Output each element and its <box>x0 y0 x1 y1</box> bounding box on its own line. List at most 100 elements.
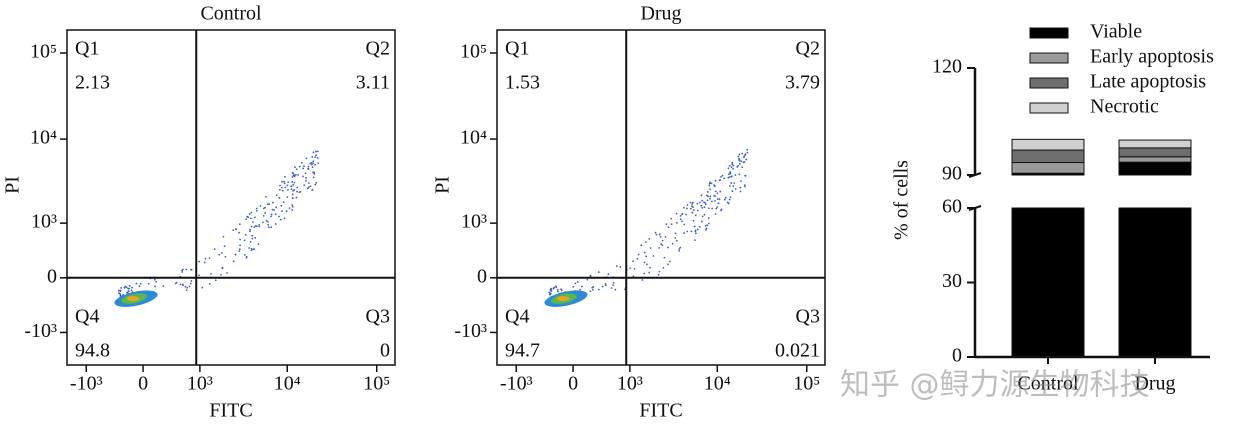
event-dot <box>742 156 745 159</box>
y-tick-label: -10³ <box>24 320 57 342</box>
event-dot <box>239 244 241 247</box>
event-dot <box>117 289 120 292</box>
event-dot <box>709 197 711 200</box>
event-dot <box>264 212 267 214</box>
event-dot <box>130 289 133 292</box>
event-dot <box>739 190 742 193</box>
event-dot <box>693 225 696 228</box>
event-dot <box>729 185 731 187</box>
event-dot <box>714 179 717 182</box>
event-dot <box>291 205 294 208</box>
event-dot <box>119 289 122 292</box>
y-tick-label: 0 <box>952 345 962 367</box>
event-dot <box>675 212 678 215</box>
event-dot <box>257 243 260 246</box>
event-dot <box>700 194 703 197</box>
event-dot <box>188 285 191 288</box>
event-dot <box>293 174 296 177</box>
event-dot <box>306 187 309 190</box>
y-tick-label: 10⁴ <box>30 127 57 149</box>
event-dot <box>657 273 660 276</box>
event-dot <box>271 208 274 211</box>
event-dot <box>645 255 648 258</box>
event-dot <box>724 196 727 199</box>
event-dot <box>667 226 670 229</box>
event-dot <box>711 207 714 210</box>
event-dot <box>265 195 268 198</box>
event-dot <box>203 261 206 264</box>
event-dot <box>297 173 300 176</box>
event-dot <box>307 186 310 189</box>
event-dot <box>676 239 678 242</box>
event-dot <box>619 266 622 268</box>
x-tick-label: 10³ <box>187 373 213 395</box>
event-dot <box>204 257 207 260</box>
event-dot <box>686 230 689 233</box>
event-dot <box>300 161 303 164</box>
event-dot <box>311 188 314 191</box>
event-dot <box>659 235 662 238</box>
event-dot <box>249 217 252 220</box>
event-dot <box>665 223 668 226</box>
event-dot <box>703 201 705 204</box>
event-dot <box>740 180 742 182</box>
event-dot <box>649 266 651 269</box>
event-dot <box>317 150 319 153</box>
event-dot <box>285 210 288 213</box>
event-dot <box>654 231 657 234</box>
event-dot <box>213 248 216 251</box>
event-dot <box>556 288 559 291</box>
event-dot <box>743 155 746 157</box>
event-dot <box>238 248 241 251</box>
quadrant-value: 0.021 <box>775 340 820 362</box>
event-dot <box>661 244 664 247</box>
event-dot <box>548 291 551 294</box>
event-dot <box>259 205 262 207</box>
event-dot <box>147 282 150 285</box>
event-dot <box>118 292 120 294</box>
event-dot <box>640 244 643 247</box>
event-dot <box>727 167 730 170</box>
legend-label: Viable <box>1090 21 1142 43</box>
event-dot <box>649 247 652 249</box>
event-dot <box>185 289 188 292</box>
event-dot <box>245 218 248 221</box>
event-dot <box>296 190 298 193</box>
x-tick-label: Drug <box>1134 373 1175 395</box>
event-dot <box>681 213 684 216</box>
event-dot <box>120 287 122 289</box>
event-dot <box>254 236 257 239</box>
event-dot <box>126 291 128 294</box>
event-dot <box>246 215 249 218</box>
event-dot <box>738 158 740 161</box>
event-dot <box>746 151 749 154</box>
bar-segment <box>1118 139 1192 149</box>
bar-segment <box>1118 207 1192 358</box>
bar-segment <box>1118 147 1192 158</box>
event-dot <box>255 209 258 212</box>
event-dot <box>701 215 704 218</box>
event-dot <box>281 180 283 183</box>
event-dot <box>181 269 183 272</box>
event-dot <box>703 206 706 209</box>
event-dot <box>738 153 741 156</box>
watermark: 知乎 @鲟力源生物科技 <box>840 368 1150 403</box>
event-dot <box>746 148 749 151</box>
event-density <box>557 296 570 302</box>
y-axis-label: PI <box>2 176 24 194</box>
event-dot <box>661 239 664 242</box>
event-dot <box>652 255 655 257</box>
event-dot <box>307 165 310 168</box>
event-dot <box>743 184 746 187</box>
event-dot <box>581 285 583 288</box>
legend-swatch <box>1029 102 1069 114</box>
event-density <box>127 296 140 302</box>
event-dot <box>243 253 246 256</box>
event-dot <box>273 209 275 211</box>
event-dot <box>641 279 644 281</box>
event-dot <box>232 260 235 263</box>
event-dot <box>550 290 553 292</box>
event-dot <box>128 284 131 287</box>
event-dot <box>612 284 615 287</box>
legend-label: Early apoptosis <box>1090 46 1214 68</box>
